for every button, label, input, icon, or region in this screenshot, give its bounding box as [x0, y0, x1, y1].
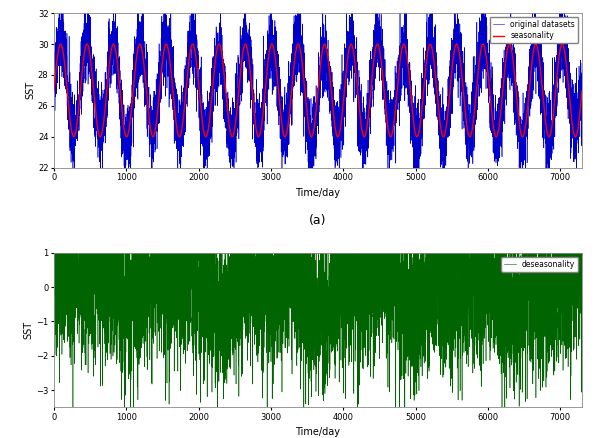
original datasets [578, 61, 586, 66]
deseasonality [578, 223, 586, 228]
Text: (a): (a) [309, 214, 327, 227]
seasonality [148, 130, 155, 135]
original datasets [419, 95, 427, 100]
original datasets [148, 154, 155, 159]
deseasonality [322, 300, 329, 306]
Legend: deseasonality: deseasonality [501, 257, 578, 272]
deseasonality [127, 423, 134, 428]
deseasonality [99, 320, 106, 325]
deseasonality [368, 304, 375, 309]
Y-axis label: SST: SST [25, 81, 35, 99]
original datasets [50, 74, 58, 79]
seasonality [322, 43, 329, 49]
seasonality [346, 47, 353, 52]
deseasonality [50, 254, 58, 259]
original datasets [322, 51, 329, 56]
deseasonality [419, 287, 427, 292]
seasonality [50, 88, 58, 93]
seasonality [368, 84, 375, 89]
original datasets [100, 88, 107, 93]
X-axis label: Time/day: Time/day [296, 188, 341, 198]
deseasonality [65, 119, 73, 124]
Legend: original datasets, seasonality: original datasets, seasonality [490, 17, 578, 43]
seasonality [419, 95, 427, 100]
Line: deseasonality: deseasonality [54, 121, 582, 426]
Y-axis label: SST: SST [23, 321, 33, 339]
original datasets [346, 50, 353, 55]
seasonality [99, 125, 106, 130]
seasonality [57, 42, 64, 47]
seasonality [545, 134, 553, 139]
original datasets [70, 191, 77, 197]
Line: original datasets: original datasets [54, 0, 582, 194]
deseasonality [346, 293, 353, 298]
Line: seasonality: seasonality [54, 44, 582, 137]
deseasonality [148, 336, 155, 342]
X-axis label: Time/day: Time/day [296, 427, 341, 438]
original datasets [368, 92, 375, 97]
seasonality [578, 88, 586, 94]
